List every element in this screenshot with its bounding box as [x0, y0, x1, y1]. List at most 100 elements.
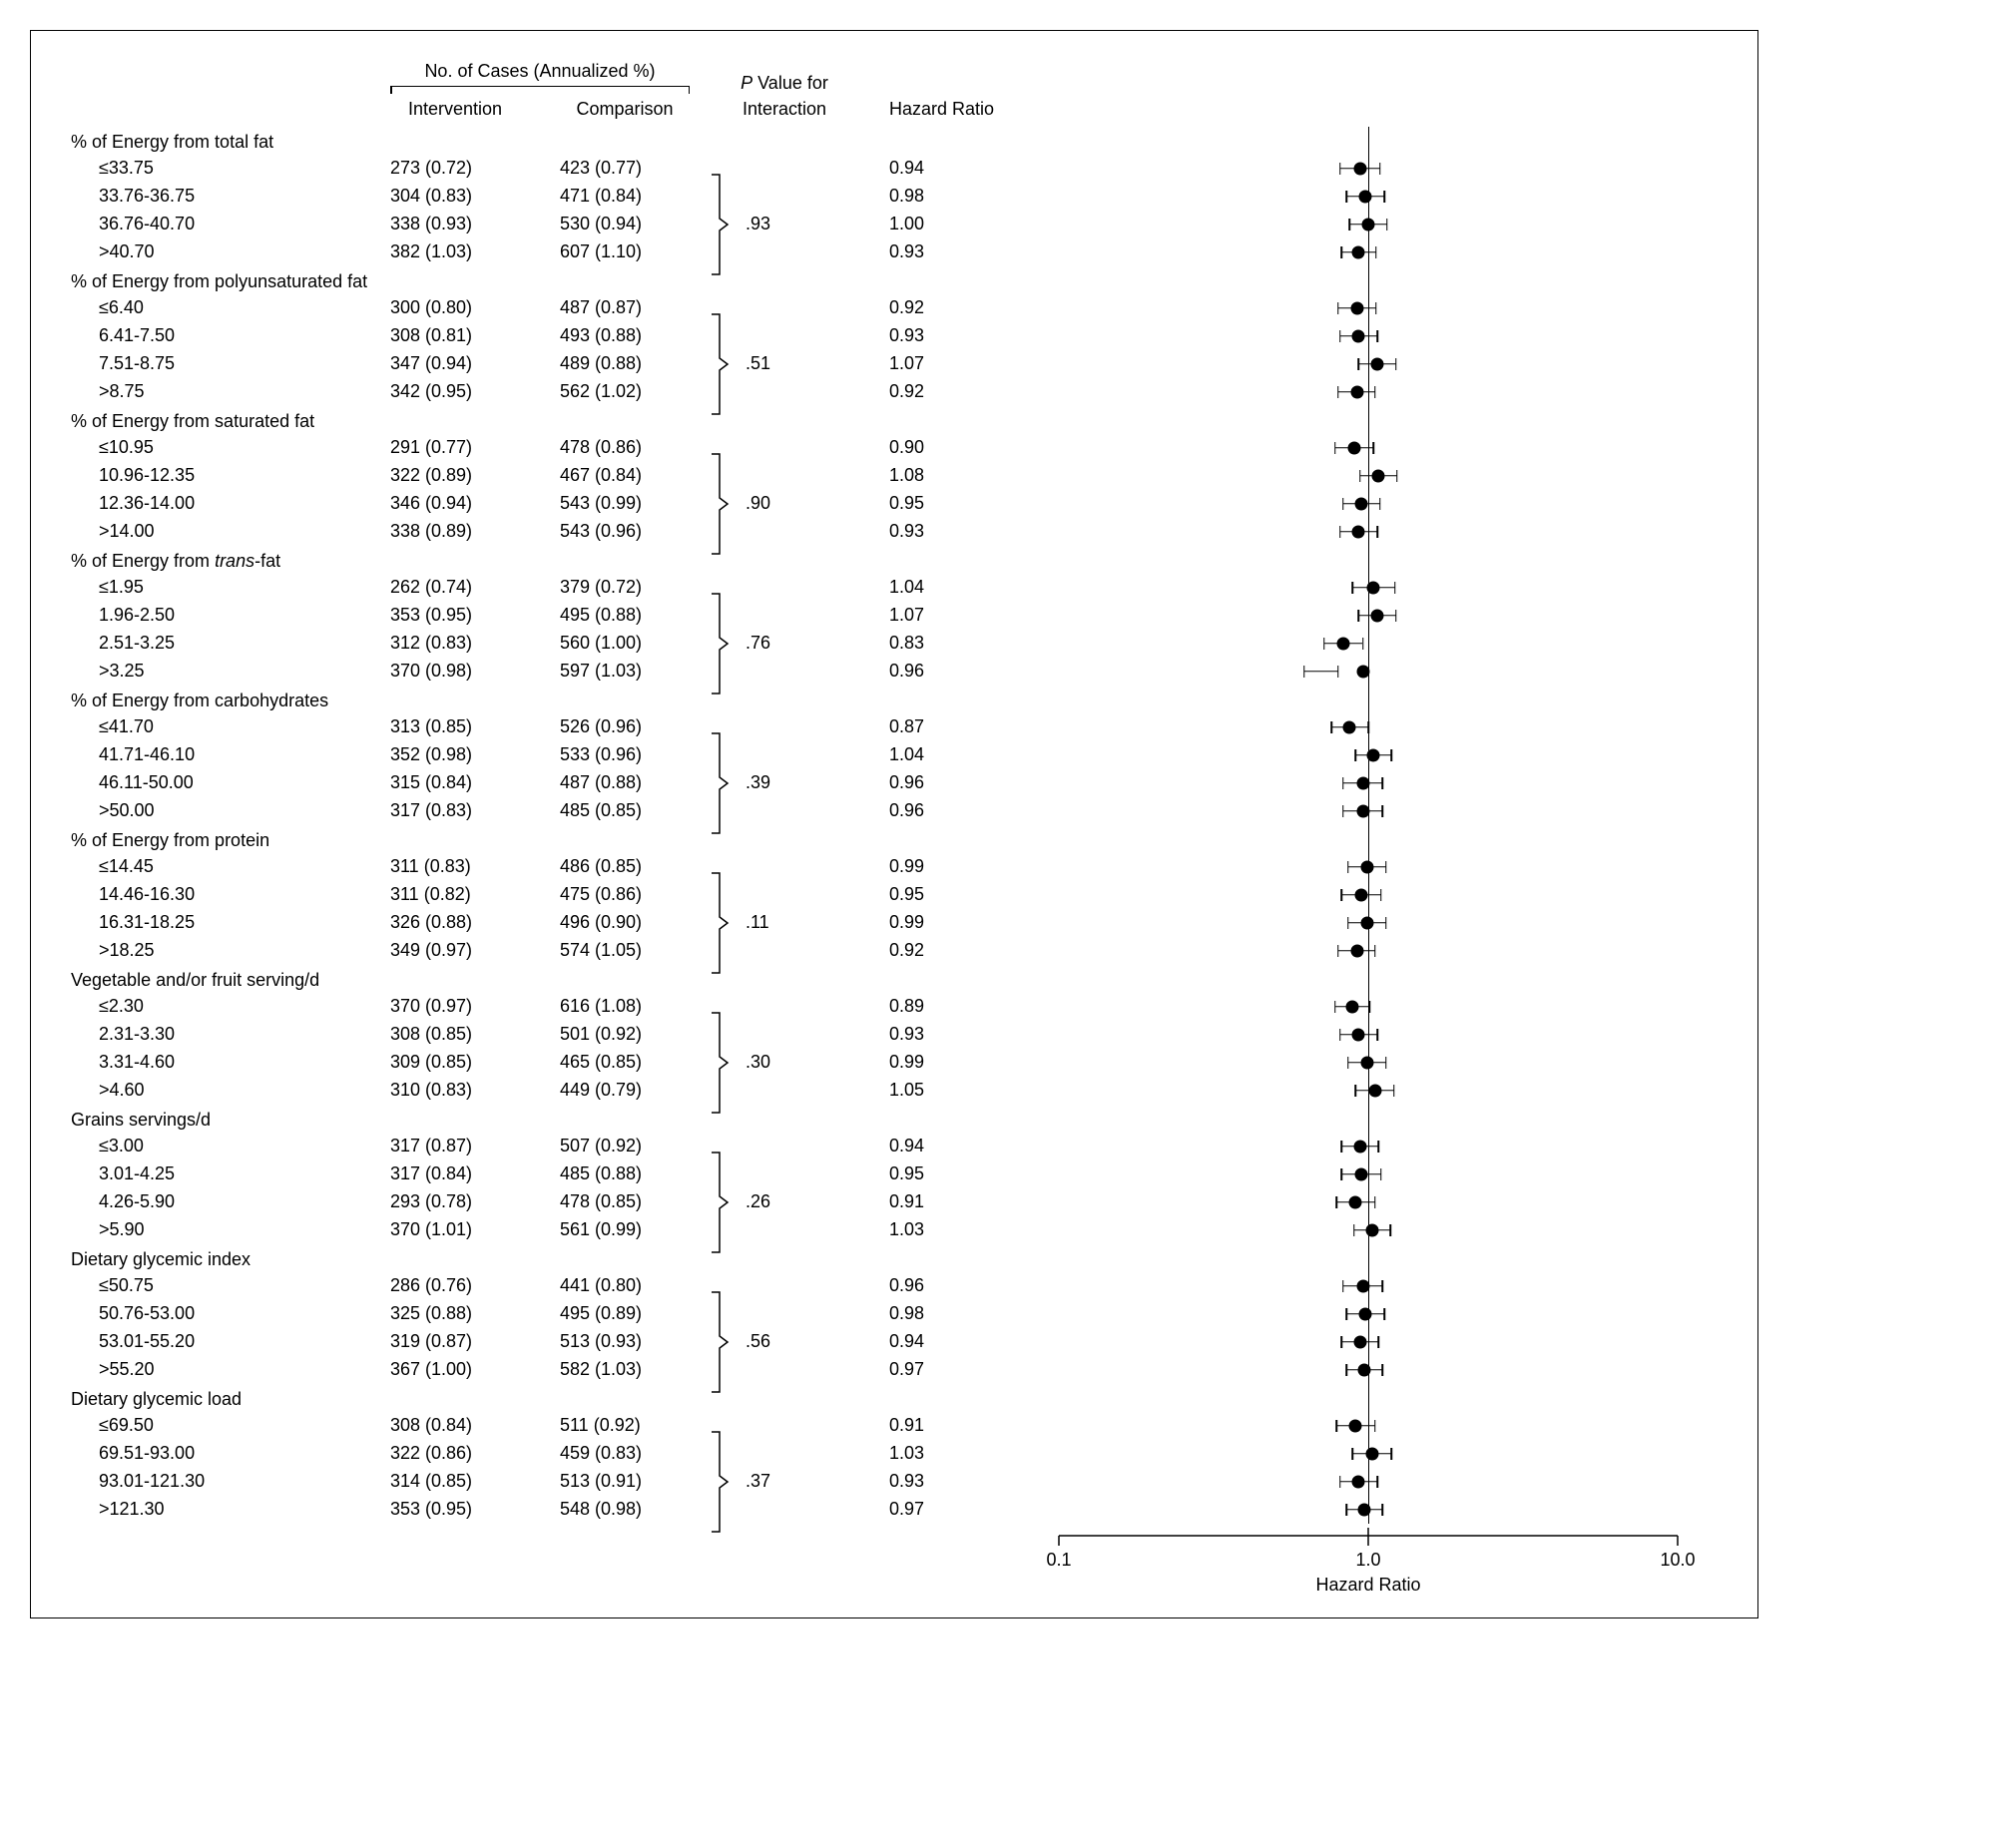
- ci-cap: [1381, 777, 1383, 789]
- data-row: ≤3.00317 (0.87)507 (0.92) .260.94: [71, 1133, 1718, 1160]
- ci-cap: [1374, 945, 1376, 957]
- svg-text:Hazard Ratio: Hazard Ratio: [1315, 1575, 1420, 1595]
- hr-marker: [1360, 1056, 1373, 1069]
- ci-cap: [1381, 1364, 1383, 1376]
- forest-cell: [1019, 993, 1718, 1021]
- intervention-value: 315 (0.84): [370, 772, 540, 793]
- hazard-ratio-value: 0.91: [859, 1191, 1019, 1212]
- group-title: % of Energy from protein: [71, 830, 1019, 851]
- hr-marker: [1360, 860, 1373, 873]
- hazard-ratio-value: 0.92: [859, 297, 1019, 318]
- intervention-value: 309 (0.85): [370, 1052, 540, 1073]
- ci-cap: [1384, 1308, 1386, 1320]
- hazard-ratio-value: 1.04: [859, 577, 1019, 598]
- hazard-ratio-value: 0.98: [859, 1303, 1019, 1324]
- hazard-ratio-value: 0.92: [859, 940, 1019, 961]
- forest-cell: [1019, 713, 1718, 741]
- bracket-icon: [710, 588, 736, 699]
- group-title-row: Vegetable and/or fruit serving/d: [71, 965, 1718, 993]
- axis-row: 0.11.010.0Hazard Ratio: [71, 1528, 1718, 1598]
- forest-cell: [1019, 1468, 1718, 1496]
- hazard-ratio-value: 0.94: [859, 158, 1019, 179]
- row-label: 3.01-4.25: [71, 1163, 370, 1184]
- ci-cap: [1381, 1504, 1383, 1516]
- ci-cap: [1345, 191, 1347, 203]
- ci-cap: [1342, 805, 1344, 817]
- comparison-value: 526 (0.96): [540, 716, 710, 737]
- ci-cap: [1380, 1168, 1382, 1180]
- intervention-value: 310 (0.83): [370, 1080, 540, 1101]
- comparison-value: 582 (1.03): [540, 1359, 710, 1380]
- forest-cell: [1019, 1384, 1718, 1412]
- forest-cell: [1019, 1496, 1718, 1524]
- pvalue-text: .39: [736, 772, 770, 793]
- data-row: ≤69.50308 (0.84)511 (0.92) .370.91: [71, 1412, 1718, 1440]
- hr-marker: [1367, 581, 1380, 594]
- forest-cell: [1019, 183, 1718, 211]
- intervention-value: 325 (0.88): [370, 1303, 540, 1324]
- ci-cap: [1339, 163, 1341, 175]
- intervention-value: 338 (0.89): [370, 521, 540, 542]
- intervention-value: 322 (0.89): [370, 465, 540, 486]
- intervention-value: 293 (0.78): [370, 1191, 540, 1212]
- hr-marker: [1356, 1279, 1369, 1292]
- hazard-ratio-value: 0.95: [859, 493, 1019, 514]
- group-title-row: % of Energy from protein: [71, 825, 1718, 853]
- row-label: ≤2.30: [71, 996, 370, 1017]
- pvalue-header: P Value for: [710, 73, 859, 95]
- forest-cell: [1019, 155, 1718, 183]
- group-title-row: Dietary glycemic load: [71, 1384, 1718, 1412]
- comparison-value: 616 (1.08): [540, 996, 710, 1017]
- data-row: >14.00338 (0.89)543 (0.96)0.93: [71, 518, 1718, 546]
- hazard-ratio-value: 0.95: [859, 884, 1019, 905]
- hr-marker: [1349, 1195, 1362, 1208]
- data-row: >18.25349 (0.97)574 (1.05)0.92: [71, 937, 1718, 965]
- forest-cell: [1019, 294, 1718, 322]
- forest-cell: [1019, 462, 1718, 490]
- row-label: ≤6.40: [71, 297, 370, 318]
- hazard-ratio-value: 1.03: [859, 1443, 1019, 1464]
- hazard-ratio-value: 1.00: [859, 214, 1019, 234]
- data-row: ≤2.30370 (0.97)616 (1.08) .300.89: [71, 993, 1718, 1021]
- hr-marker: [1355, 497, 1368, 510]
- data-row: 2.51-3.25312 (0.83)560 (1.00)0.83: [71, 630, 1718, 658]
- data-row: 12.36-14.00346 (0.94)543 (0.99)0.95: [71, 490, 1718, 518]
- hr-marker: [1350, 385, 1363, 398]
- group-title-row: % of Energy from saturated fat: [71, 406, 1718, 434]
- forest-cell: [1019, 1160, 1718, 1188]
- bracket-icon: [710, 1147, 736, 1258]
- bracket-icon: [710, 727, 736, 839]
- ci-line: [1304, 671, 1338, 673]
- hr-marker: [1352, 525, 1365, 538]
- intervention-value: 370 (1.01): [370, 1219, 540, 1240]
- row-label: ≤14.45: [71, 856, 370, 877]
- intervention-value: 262 (0.74): [370, 577, 540, 598]
- intervention-value: 370 (0.98): [370, 661, 540, 682]
- intervention-value: 286 (0.76): [370, 1275, 540, 1296]
- hr-marker: [1372, 469, 1385, 482]
- ci-cap: [1342, 1280, 1344, 1292]
- ci-cap: [1336, 1196, 1338, 1208]
- ci-cap: [1357, 358, 1359, 370]
- comparison-value: 543 (0.96): [540, 521, 710, 542]
- data-row: 36.76-40.70338 (0.93)530 (0.94)1.00: [71, 211, 1718, 238]
- hazard-ratio-value: 0.87: [859, 716, 1019, 737]
- ci-cap: [1303, 666, 1305, 678]
- data-row: 3.01-4.25317 (0.84)485 (0.88)0.95: [71, 1160, 1718, 1188]
- comparison-value: 495 (0.88): [540, 605, 710, 626]
- ci-cap: [1339, 1029, 1341, 1041]
- hr-marker: [1362, 218, 1375, 231]
- data-row: 14.46-16.30311 (0.82)475 (0.86)0.95: [71, 881, 1718, 909]
- comparison-value: 489 (0.88): [540, 353, 710, 374]
- ci-cap: [1362, 638, 1364, 650]
- row-label: ≤33.75: [71, 158, 370, 179]
- row-label: >5.90: [71, 1219, 370, 1240]
- data-row: >8.75342 (0.95)562 (1.02)0.92: [71, 378, 1718, 406]
- ci-cap: [1378, 1336, 1380, 1348]
- svg-text:1.0: 1.0: [1355, 1550, 1380, 1570]
- ci-cap: [1391, 1448, 1393, 1460]
- hazard-ratio-value: 0.96: [859, 772, 1019, 793]
- hr-marker: [1355, 888, 1368, 901]
- hr-marker: [1353, 1335, 1366, 1348]
- hr-marker: [1350, 301, 1363, 314]
